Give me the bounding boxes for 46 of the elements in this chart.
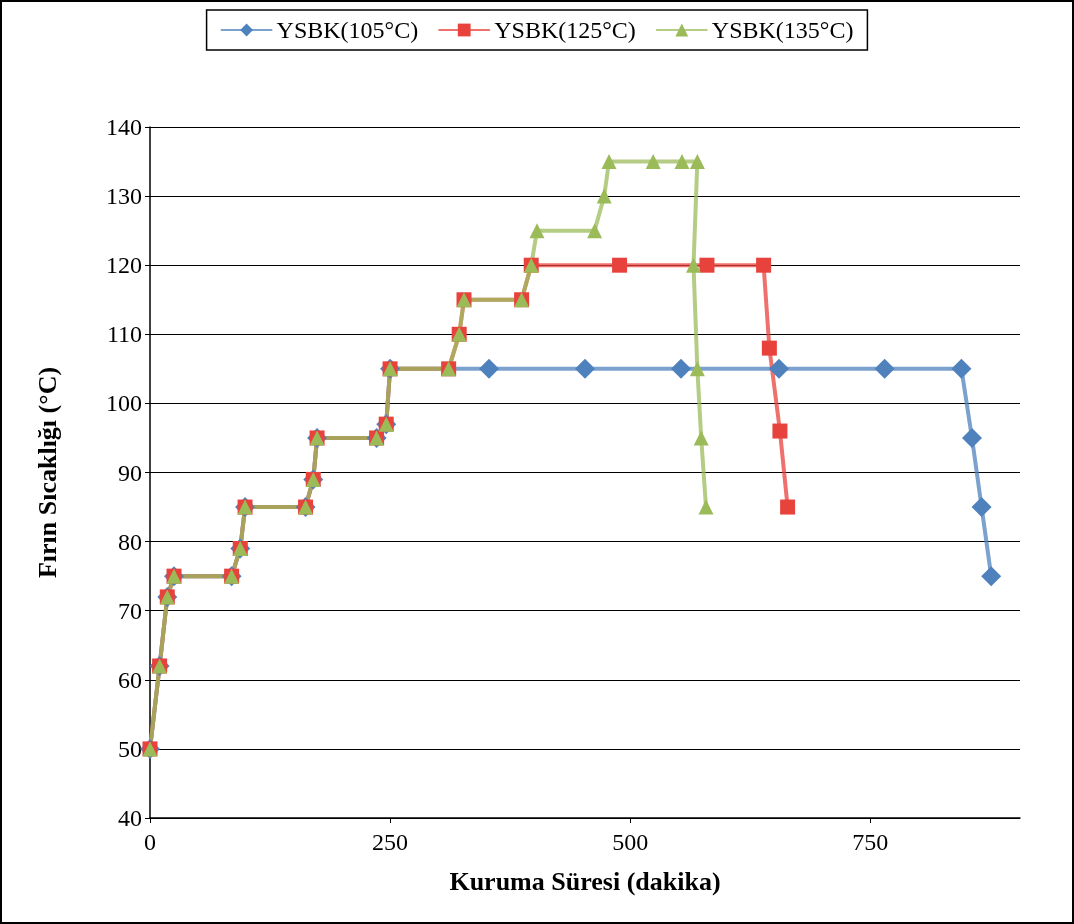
point: [689, 361, 705, 377]
point: [575, 358, 595, 379]
point: [698, 499, 714, 515]
x-tick-label: 0: [144, 829, 156, 855]
point: [601, 154, 617, 170]
y-tick-label: 100: [106, 390, 142, 417]
x-tick-label: 500: [612, 829, 649, 855]
point: [612, 257, 628, 273]
point: [874, 358, 895, 379]
y-tick-label: 110: [106, 321, 142, 348]
point: [761, 340, 777, 356]
y-tick-label: 90: [118, 459, 142, 486]
point: [686, 257, 702, 273]
y-tick-label: 80: [118, 528, 142, 555]
y-tick-label: 140: [106, 114, 142, 140]
point: [951, 358, 972, 379]
point: [971, 497, 992, 518]
point: [478, 358, 499, 379]
y-tick-label: 120: [106, 252, 142, 279]
x-tick-label: 750: [852, 829, 889, 855]
x-axis-title: Kuruma Süresi (dakika): [449, 866, 721, 896]
legend-label: YSBK(125°C): [494, 17, 636, 43]
point: [768, 358, 789, 379]
point: [671, 358, 692, 379]
point: [961, 427, 982, 448]
point: [596, 188, 612, 204]
y-tick-label: 130: [106, 183, 142, 210]
y-axis-title: Fırın Sıcaklığı (°C): [32, 366, 62, 579]
y-tick-label: 40: [118, 805, 142, 831]
x-tick-label: 250: [372, 829, 409, 855]
point: [699, 257, 715, 273]
point: [772, 423, 788, 439]
point: [780, 499, 796, 515]
y-tick-label: 50: [118, 735, 142, 762]
y-tick-label: 60: [118, 666, 142, 693]
point: [645, 154, 661, 170]
point: [587, 223, 603, 239]
point: [693, 430, 709, 446]
point: [689, 154, 705, 170]
point: [981, 566, 1002, 587]
point: [674, 154, 690, 170]
point: [529, 223, 545, 239]
point: [756, 257, 772, 273]
legend-label: YSBK(135°C): [711, 17, 854, 43]
y-tick-label: 70: [118, 597, 142, 624]
legend-label: YSBK(105°C): [276, 17, 419, 43]
